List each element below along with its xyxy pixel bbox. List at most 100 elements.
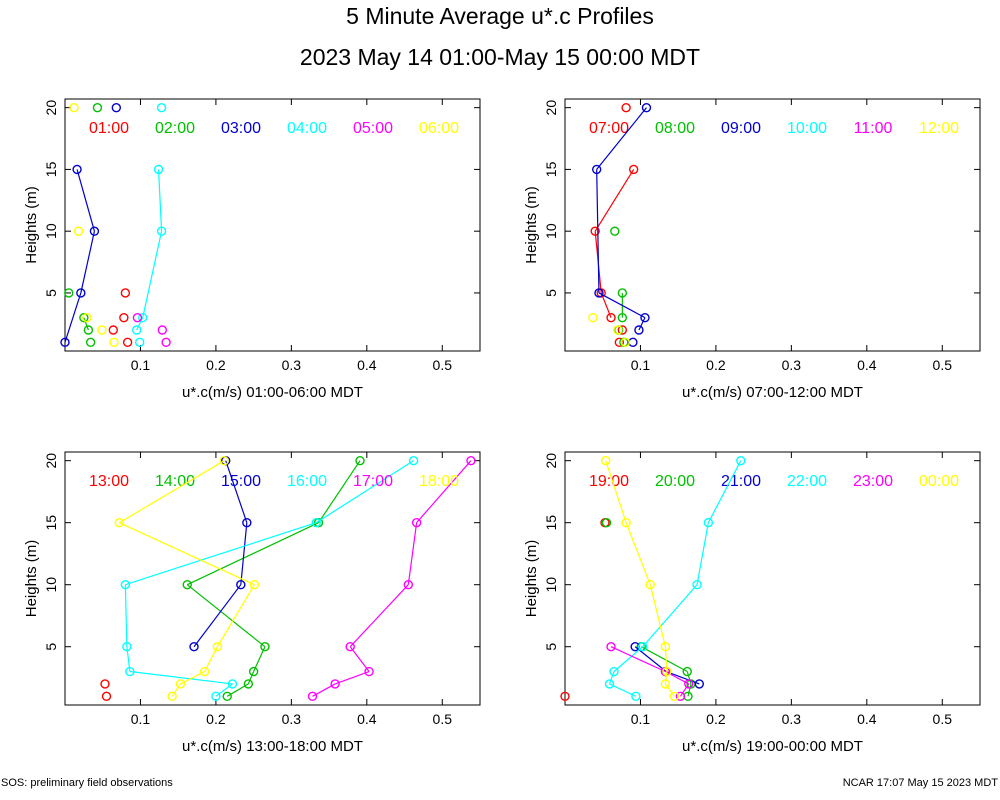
legend-entry: 19:00 xyxy=(589,473,629,490)
data-point xyxy=(355,455,365,466)
series-1800 xyxy=(114,455,260,702)
data-point xyxy=(79,312,89,323)
data-point xyxy=(109,337,119,348)
series-0600 xyxy=(69,102,119,348)
plot-frame xyxy=(64,451,481,706)
data-point xyxy=(617,325,628,335)
series-0000 xyxy=(601,455,680,702)
x-tick-label: 0.3 xyxy=(782,357,802,373)
data-point xyxy=(138,312,148,323)
data-point xyxy=(242,517,252,528)
data-point xyxy=(613,325,623,335)
data-point xyxy=(617,288,628,298)
chart-title: 5 Minute Average u*.c Profiles xyxy=(346,3,654,29)
data-point xyxy=(601,455,611,466)
x-tick-label: 0.3 xyxy=(282,711,302,727)
data-point xyxy=(122,642,132,652)
x-tick-label: 0.4 xyxy=(357,357,377,373)
data-point xyxy=(64,288,74,298)
data-point xyxy=(669,691,680,702)
plot-frame xyxy=(64,98,481,352)
data-point xyxy=(227,679,238,689)
legend-entry: 01:00 xyxy=(89,120,129,137)
data-point xyxy=(345,642,355,652)
series-line xyxy=(136,317,144,331)
legend-entry: 13:00 xyxy=(89,473,129,490)
series-line xyxy=(125,522,317,586)
series-1200 xyxy=(588,312,631,348)
data-point xyxy=(243,679,254,689)
data-point xyxy=(609,666,619,677)
series-1700 xyxy=(307,455,476,702)
x-tick-label: 0.5 xyxy=(433,357,453,373)
series-1400 xyxy=(182,455,365,702)
data-point xyxy=(621,102,631,113)
data-point xyxy=(153,164,164,175)
data-point xyxy=(604,679,615,689)
series-line xyxy=(318,460,361,524)
data-point xyxy=(736,455,746,466)
legend-entry: 05:00 xyxy=(353,120,393,137)
legend-entry: 12:00 xyxy=(919,120,959,137)
y-tick-label: 15 xyxy=(543,515,559,531)
series-1600 xyxy=(120,455,419,702)
data-point xyxy=(675,691,686,702)
series-0100 xyxy=(108,288,133,348)
data-point xyxy=(111,102,122,113)
data-point xyxy=(134,337,145,348)
x-tick-label: 0.1 xyxy=(631,711,651,727)
legend-entry: 14:00 xyxy=(155,473,195,490)
data-point xyxy=(199,666,210,677)
y-tick-label: 20 xyxy=(543,453,559,469)
series-line xyxy=(613,646,644,672)
series-line xyxy=(349,646,370,672)
data-point xyxy=(114,517,125,528)
data-point xyxy=(614,337,625,348)
x-tick-label: 0.5 xyxy=(433,711,453,727)
series-1900 xyxy=(560,517,610,702)
data-point xyxy=(694,679,705,689)
series-line xyxy=(596,169,600,293)
data-point xyxy=(189,642,199,652)
data-point xyxy=(640,312,650,323)
data-point xyxy=(101,691,112,702)
series-line xyxy=(186,522,319,586)
chart-panel-2: 0.1 0.2 0.3 0.4 0.5 5 10 15 20 u*.c(m/s) 07:00-12… xyxy=(523,98,981,401)
data-point xyxy=(69,102,79,113)
data-point xyxy=(594,288,604,298)
data-point xyxy=(219,455,229,466)
series-line xyxy=(416,460,472,524)
data-point xyxy=(100,679,110,689)
data-point xyxy=(662,666,672,677)
y-tick-label: 5 xyxy=(543,643,559,651)
data-point xyxy=(248,666,259,677)
series-line xyxy=(171,683,181,697)
plot-frame xyxy=(564,98,981,352)
series-line xyxy=(119,522,255,586)
legend-entry: 02:00 xyxy=(155,120,195,137)
data-point xyxy=(588,312,598,323)
series-0200 xyxy=(64,102,103,348)
legend-entry: 22:00 xyxy=(787,473,827,490)
legend-entry: 08:00 xyxy=(655,120,695,137)
series-line xyxy=(696,522,709,585)
data-point xyxy=(307,691,318,702)
x-tick-label: 0.1 xyxy=(131,711,151,727)
data-point xyxy=(411,517,422,528)
series-2300 xyxy=(606,642,694,702)
series-line xyxy=(215,683,233,697)
data-point xyxy=(560,691,570,702)
data-point xyxy=(132,312,143,323)
data-point xyxy=(591,164,602,175)
data-point xyxy=(120,580,131,590)
data-point xyxy=(82,312,92,323)
x-tick-label: 0.5 xyxy=(933,357,953,373)
plot-frame xyxy=(564,451,981,706)
data-point xyxy=(311,517,321,528)
data-point xyxy=(260,642,270,652)
legend-entry: 09:00 xyxy=(721,120,761,137)
data-point xyxy=(620,337,631,348)
data-point xyxy=(60,337,70,348)
series-line xyxy=(240,522,248,585)
